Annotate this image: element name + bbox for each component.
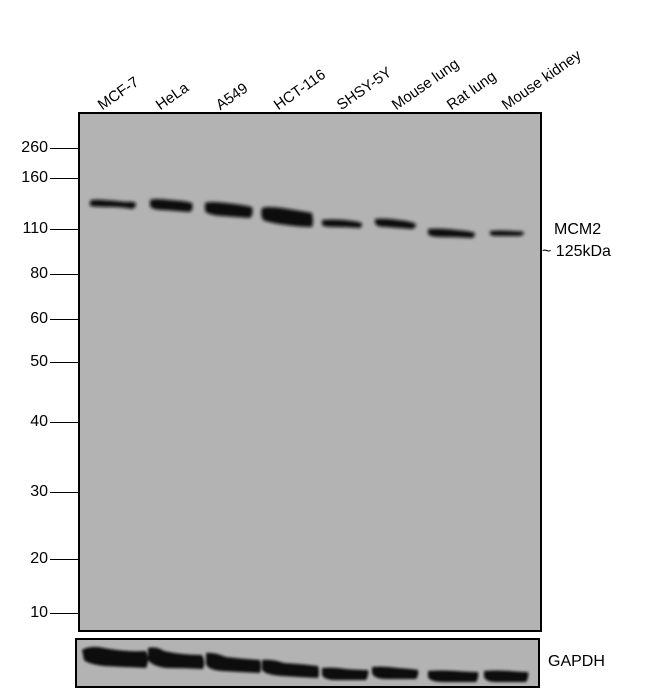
mw-tick-160: [50, 178, 78, 179]
mw-tick-20: [50, 559, 78, 560]
band-hela: [150, 199, 193, 212]
target-size-label: ~ 125kDa: [542, 243, 611, 260]
mw-tick-30: [50, 492, 78, 493]
gapdh-band-hela: [148, 647, 205, 669]
main-blot-membrane: [78, 112, 542, 632]
band-rat-lung: [428, 228, 475, 238]
mw-tick-50: [50, 362, 78, 363]
mw-tick-80: [50, 274, 78, 275]
mw-tick-60: [50, 319, 78, 320]
gapdh-band-shsy5y: [322, 667, 369, 680]
mw-label-60: 60: [30, 310, 48, 327]
gapdh-band-mcf7: [82, 646, 148, 668]
band-mcf7: [90, 199, 136, 209]
band-hct116: [261, 207, 313, 227]
band-mouse-kidney: [490, 230, 524, 236]
mw-label-20: 20: [30, 550, 48, 567]
band-mouse-lung: [375, 218, 416, 229]
band-shsy5y: [322, 219, 362, 228]
loading-control-label: GAPDH: [548, 653, 605, 670]
gapdh-band-mouse-kidney: [484, 670, 529, 682]
mw-label-80: 80: [30, 265, 48, 282]
gapdh-band-hct116: [262, 659, 319, 678]
gapdh-band-rat-lung: [428, 670, 479, 682]
gapdh-band-a549: [206, 652, 261, 673]
mw-tick-110: [50, 229, 78, 230]
mw-label-40: 40: [30, 413, 48, 430]
mw-tick-10: [50, 613, 78, 614]
mw-tick-260: [50, 148, 78, 149]
mw-label-50: 50: [30, 353, 48, 370]
band-a549: [205, 202, 253, 218]
mw-label-110: 110: [22, 220, 48, 237]
mw-label-30: 30: [30, 483, 48, 500]
target-name-label: MCM2: [554, 221, 602, 238]
gapdh-band-mouse-lung: [372, 666, 419, 679]
mw-label-160: 160: [21, 169, 48, 186]
mw-tick-40: [50, 422, 78, 423]
mw-label-10: 10: [30, 604, 48, 621]
mw-label-260: 260: [21, 139, 48, 156]
